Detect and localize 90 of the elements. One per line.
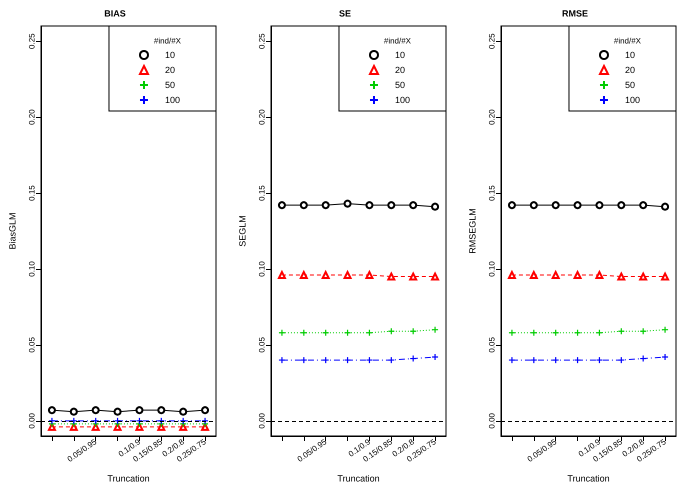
point [387, 201, 396, 210]
point [530, 201, 538, 210]
point [300, 329, 308, 336]
legend-label: 100 [394, 95, 410, 105]
point [322, 201, 330, 210]
y-tick-label: 0.25 [28, 32, 36, 49]
x-axis-title: Truncation [337, 474, 380, 484]
legend-label: 20 [394, 65, 405, 75]
legend-label: 20 [164, 65, 175, 75]
point [278, 201, 286, 210]
point [618, 328, 625, 335]
legend-label: 100 [624, 95, 640, 105]
legend-label: 20 [624, 65, 635, 75]
legend-label: 100 [164, 95, 180, 105]
y-tick-label: 0.15 [258, 184, 266, 201]
y-tick-label: 0.05 [258, 336, 266, 353]
point [300, 201, 308, 210]
point [366, 356, 374, 364]
point [388, 356, 395, 364]
point [574, 356, 582, 364]
point [574, 201, 582, 210]
legend-title: #ind/#X [614, 36, 642, 46]
point [366, 329, 374, 336]
point [639, 201, 648, 210]
y-tick-label: 0.00 [488, 412, 496, 429]
point [508, 329, 516, 336]
legend-label: 10 [164, 50, 175, 60]
legend-label: 50 [394, 80, 405, 90]
point [431, 353, 439, 361]
point [596, 356, 604, 364]
point [640, 354, 647, 362]
y-tick-label: 0.10 [28, 260, 36, 277]
point [508, 201, 516, 210]
legend-label: 50 [624, 80, 635, 90]
y-tick-label: 0.00 [258, 412, 266, 429]
point [344, 200, 352, 208]
point [344, 356, 352, 364]
point [618, 356, 625, 364]
y-tick-label: 0.15 [488, 184, 496, 201]
point [344, 329, 352, 336]
legend-label: 10 [394, 50, 405, 60]
point [530, 329, 538, 336]
point [595, 201, 604, 210]
point [530, 356, 538, 364]
y-tick-label: 0.05 [488, 336, 496, 353]
point [508, 356, 516, 364]
y-tick-label: 0.10 [488, 260, 496, 277]
point [410, 328, 417, 335]
legend-label: 10 [624, 50, 635, 60]
x-axis-title: Truncation [567, 474, 610, 484]
point [574, 329, 582, 336]
point [322, 356, 330, 364]
point [552, 201, 560, 210]
point [552, 356, 560, 364]
x-axis-title: Truncation [107, 474, 150, 484]
y-tick-label: 0.25 [488, 32, 496, 49]
point [365, 201, 374, 210]
y-tick-label: 0.20 [258, 108, 266, 125]
point [388, 328, 395, 335]
point [552, 329, 560, 336]
point [322, 329, 330, 336]
point [410, 354, 417, 362]
y-tick-label: 0.00 [28, 412, 36, 429]
point [640, 328, 647, 335]
point [661, 326, 669, 334]
point [431, 326, 439, 334]
point [278, 329, 286, 336]
y-tick-label: 0.15 [28, 184, 36, 201]
y-tick-label: 0.05 [28, 336, 36, 353]
point [431, 202, 440, 211]
point [278, 356, 286, 364]
y-tick-label: 0.10 [258, 260, 266, 277]
point [661, 353, 669, 361]
point [617, 201, 626, 210]
legend-title: #ind/#X [154, 36, 182, 46]
point [409, 201, 418, 210]
chart-title: RMSE [562, 8, 588, 18]
point [596, 329, 604, 336]
legend-label: 50 [164, 80, 175, 90]
y-axis-title: RMSEGLM [468, 208, 478, 254]
y-axis-title: SEGLM [238, 215, 248, 247]
y-tick-label: 0.20 [28, 108, 36, 125]
y-axis-title: BiasGLM [8, 212, 18, 250]
chart-title: SE [338, 8, 352, 18]
y-tick-label: 0.25 [258, 32, 266, 49]
y-tick-label: 0.20 [488, 108, 496, 125]
chart-title: BIAS [104, 8, 126, 18]
point [661, 202, 670, 211]
point [300, 356, 308, 364]
legend-title: #ind/#X [384, 36, 412, 46]
